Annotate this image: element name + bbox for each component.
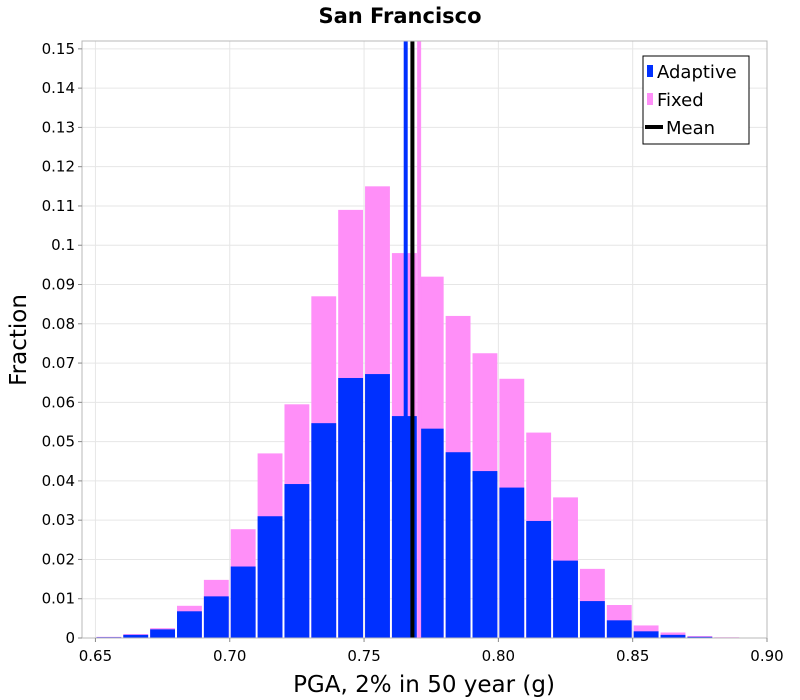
x-tick-label: 0.80 [482, 647, 515, 665]
y-tick-label: 0.15 [42, 40, 75, 58]
y-tick-label: 0.07 [42, 354, 75, 372]
x-tick-label: 0.75 [347, 647, 380, 665]
plot-frame [81, 40, 768, 639]
bar-adaptive [499, 487, 525, 638]
legend: Adaptive Fixed Mean [642, 55, 750, 145]
bar-adaptive [445, 452, 471, 638]
legend-swatch-mean [645, 125, 663, 129]
bar-adaptive [123, 634, 149, 638]
bar-adaptive [284, 484, 310, 638]
legend-swatch-adaptive [647, 65, 653, 77]
y-tick-label: 0.13 [42, 118, 75, 136]
x-tick-label: 0.90 [750, 647, 783, 665]
legend-swatch-fixed [647, 93, 653, 105]
bar-adaptive [553, 560, 578, 638]
bar-adaptive [633, 631, 659, 638]
x-tick-label: 0.85 [616, 647, 649, 665]
x-tick-label: 0.70 [213, 647, 246, 665]
bar-adaptive [579, 601, 605, 638]
bar-adaptive [230, 566, 256, 638]
legend-box [642, 55, 750, 145]
bar-adaptive [687, 636, 713, 638]
y-tick-label: 0.11 [42, 197, 75, 215]
chart-title: San Francisco [318, 4, 481, 28]
bar-adaptive [472, 471, 498, 638]
y-tick-label: 0.02 [42, 550, 75, 568]
x-tick-label: 0.65 [79, 647, 112, 665]
y-tick-label: 0.1 [51, 236, 75, 254]
legend-label-mean: Mean [666, 118, 715, 139]
bar-adaptive [606, 620, 632, 638]
legend-label-adaptive: Adaptive [657, 62, 737, 83]
x-axis-ticks: 0.65 0.70 0.75 0.80 0.85 0.90 [79, 638, 784, 665]
bars [96, 186, 766, 638]
bar-adaptive [660, 634, 686, 638]
y-tick-label: 0.14 [42, 79, 75, 97]
x-axis-label: PGA, 2% in 50 year (g) [293, 672, 555, 698]
bar-adaptive [177, 611, 202, 638]
y-tick-label: 0.08 [42, 315, 75, 333]
y-axis-ticks: 0 0.01 0.02 0.03 0.04 0.05 0.06 0.07 0.08 0.09 0.1… [42, 40, 82, 647]
y-tick-label: 0.01 [42, 590, 75, 608]
bar-adaptive [418, 428, 444, 638]
y-tick-label: 0.04 [42, 472, 75, 490]
y-tick-label: 0.06 [42, 393, 75, 411]
y-tick-label: 0.09 [42, 276, 75, 294]
bar-adaptive [365, 374, 390, 638]
y-tick-label: 0.03 [42, 511, 75, 529]
bar-adaptive [526, 520, 552, 638]
y-tick-label: 0.12 [42, 158, 75, 176]
y-axis-label: Fraction [6, 294, 32, 386]
bar-adaptive [203, 596, 229, 638]
mean-lines [403, 41, 422, 638]
y-tick-label: 0.05 [42, 433, 75, 451]
bar-adaptive [257, 516, 283, 638]
bar-adaptive [338, 377, 364, 638]
bar-adaptive [150, 629, 176, 638]
bar-adaptive [311, 423, 337, 638]
y-tick-label: 0 [65, 629, 75, 647]
legend-label-fixed: Fixed [657, 90, 704, 111]
